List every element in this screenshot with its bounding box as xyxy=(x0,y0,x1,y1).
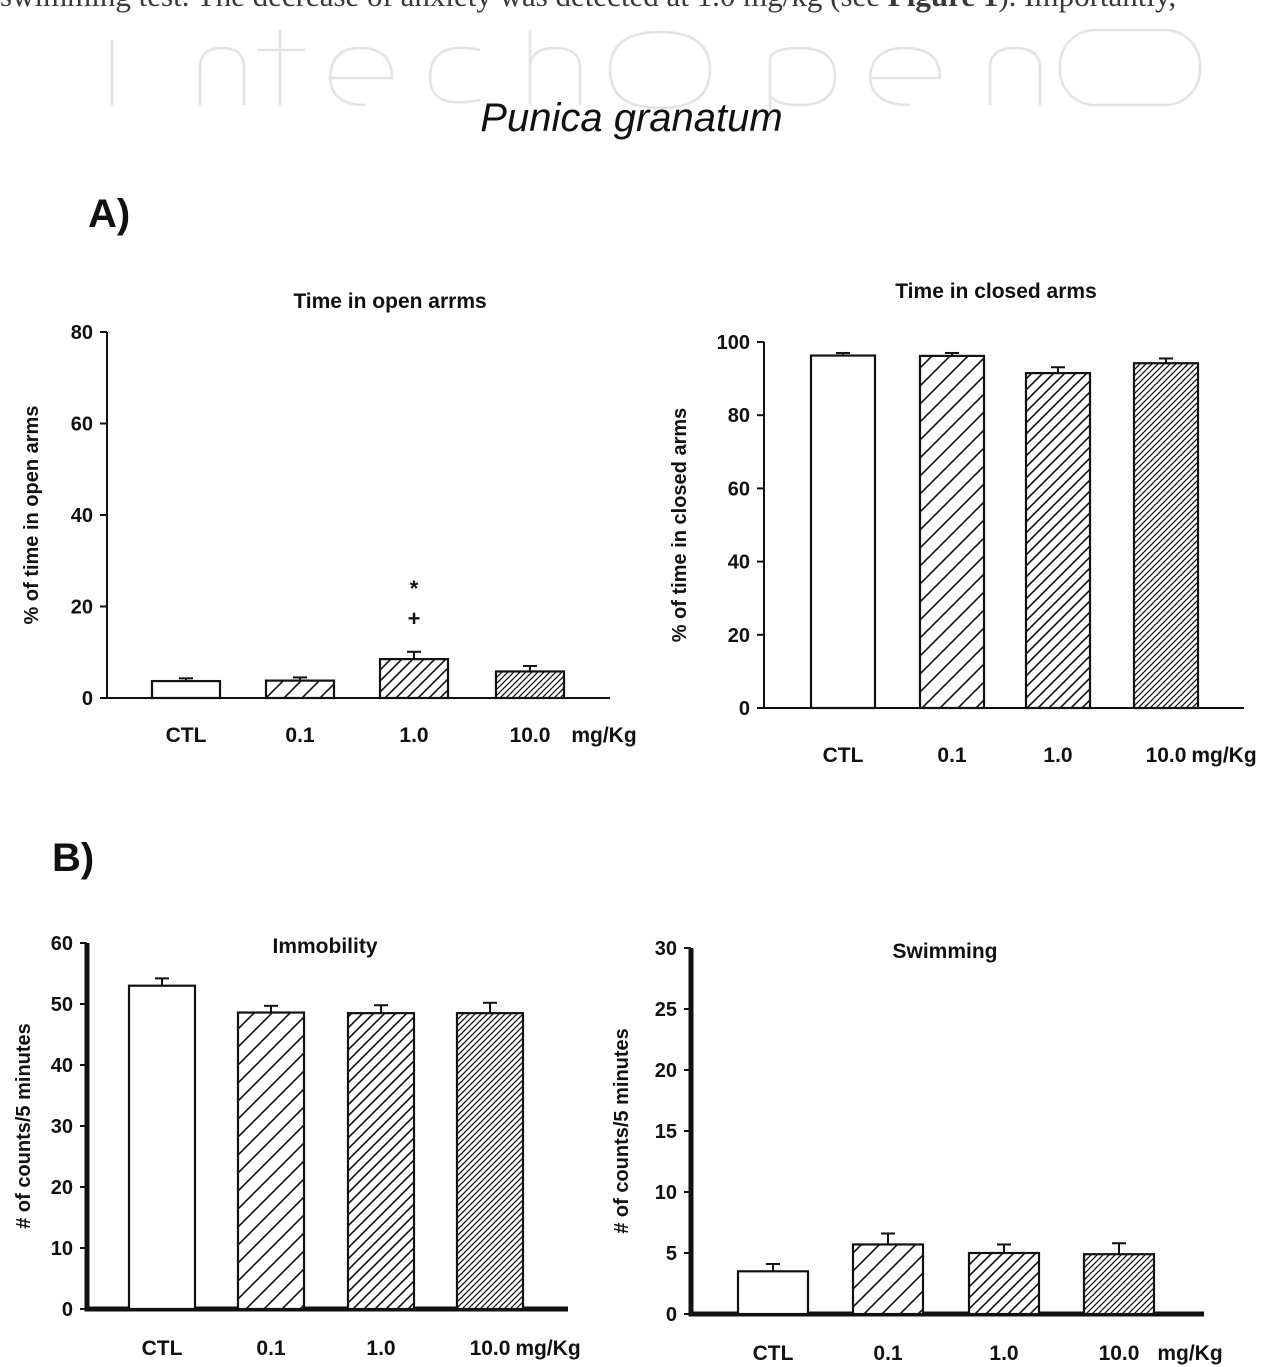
bar xyxy=(346,1012,416,1311)
y-tick-label: 5 xyxy=(666,1243,677,1265)
bar xyxy=(127,984,197,1311)
bar xyxy=(1082,1253,1156,1316)
chart-title: Time in closed arms xyxy=(895,280,1097,303)
bar xyxy=(967,1251,1041,1316)
body-text-segment: swimming test. The decrease of anxiety w… xyxy=(0,0,888,13)
chart-title: Immobility xyxy=(272,935,377,958)
x-tick-label: 0.1 xyxy=(937,744,967,767)
x-tick-label: 1.0 xyxy=(366,1337,395,1360)
y-tick-label: 0 xyxy=(739,698,750,720)
bar xyxy=(1024,372,1092,710)
y-tick-label: 100 xyxy=(717,332,750,354)
y-tick-label: 80 xyxy=(728,405,750,427)
panel-a-label: A) xyxy=(88,192,131,236)
y-tick-label: 20 xyxy=(71,597,93,619)
bar xyxy=(455,1012,525,1311)
y-tick-label: 60 xyxy=(51,933,73,955)
bar xyxy=(1132,362,1200,710)
chart-immobility: Immobility # of counts/5 minutes 0 10 20 30 40… xyxy=(13,933,581,1360)
y-tick-label: 15 xyxy=(655,1121,677,1143)
significance-symbol: * xyxy=(410,576,419,601)
x-tick-label: 10.0 xyxy=(470,1337,511,1360)
chart-swimming: Swimming # of counts/5 minutes 0 5 10 15 20 25 3… xyxy=(611,938,1223,1365)
chart-title: Swimming xyxy=(892,940,997,963)
y-tick-label: 80 xyxy=(71,322,93,344)
bar xyxy=(236,1011,306,1311)
y-tick-label: 20 xyxy=(51,1177,73,1199)
y-tick-label: 0 xyxy=(62,1299,73,1321)
y-axis-label: # of counts/5 minutes xyxy=(611,1028,633,1234)
y-tick-label: 25 xyxy=(655,999,677,1021)
x-unit-label: mg/Kg xyxy=(515,1337,580,1360)
chart-title: Time in open arrms xyxy=(293,290,486,313)
x-unit-label: mg/Kg xyxy=(571,724,636,747)
y-tick-label: 20 xyxy=(655,1060,677,1082)
bar xyxy=(851,1243,925,1316)
x-tick-label: 0.1 xyxy=(256,1337,286,1360)
y-axis-label: % of time in open arms xyxy=(21,406,43,625)
y-tick-label: 50 xyxy=(51,994,73,1016)
bar xyxy=(736,1270,810,1316)
figure-title: Punica granatum xyxy=(480,96,783,140)
x-tick-label: CTL xyxy=(142,1337,183,1360)
y-axis-label: % of time in closed arms xyxy=(669,408,691,643)
x-tick-label: 0.1 xyxy=(285,724,315,747)
chart-open-arms: Time in open arrms % of time in open arms… xyxy=(21,290,637,747)
bar xyxy=(378,658,450,700)
x-unit-label: mg/Kg xyxy=(1157,1342,1222,1365)
x-tick-label: 10.0 xyxy=(510,724,551,747)
x-tick-label: 1.0 xyxy=(399,724,428,747)
x-tick-label: 10.0 xyxy=(1099,1342,1140,1365)
bar xyxy=(264,679,336,700)
y-tick-label: 30 xyxy=(51,1116,73,1138)
y-tick-label: 30 xyxy=(655,938,677,960)
y-tick-label: 0 xyxy=(82,688,93,710)
chart-closed-arms: Time in closed arms % of time in closed a… xyxy=(669,280,1257,767)
y-axis-label: # of counts/5 minutes xyxy=(13,1023,35,1229)
y-tick-label: 60 xyxy=(71,414,93,436)
panel-b-label: B) xyxy=(52,836,95,880)
body-text-segment: Figure 1 xyxy=(888,0,999,13)
x-tick-label: 10.0 xyxy=(1146,744,1187,767)
significance-symbol: + xyxy=(408,606,421,631)
x-tick-label: CTL xyxy=(753,1342,794,1365)
watermark-logo xyxy=(110,28,1202,120)
x-tick-label: 1.0 xyxy=(989,1342,1018,1365)
y-tick-label: 40 xyxy=(71,505,93,527)
y-tick-label: 40 xyxy=(51,1055,73,1077)
x-unit-label: mg/Kg xyxy=(1191,744,1256,767)
body-text-line: swimming test. The decrease of anxiety w… xyxy=(0,0,1263,14)
x-tick-label: CTL xyxy=(166,724,207,747)
bar xyxy=(809,354,877,710)
y-tick-label: 20 xyxy=(728,625,750,647)
y-tick-label: 10 xyxy=(655,1182,677,1204)
y-tick-label: 10 xyxy=(51,1238,73,1260)
body-text-segment: ). Importantly, xyxy=(998,0,1176,13)
bar xyxy=(918,354,986,710)
bar xyxy=(150,679,222,700)
y-tick-label: 0 xyxy=(666,1304,677,1326)
x-tick-label: 0.1 xyxy=(873,1342,903,1365)
x-tick-label: CTL xyxy=(823,744,864,767)
x-tick-label: 1.0 xyxy=(1043,744,1072,767)
bar xyxy=(494,670,566,700)
y-tick-label: 40 xyxy=(728,552,750,574)
y-tick-label: 60 xyxy=(728,478,750,500)
